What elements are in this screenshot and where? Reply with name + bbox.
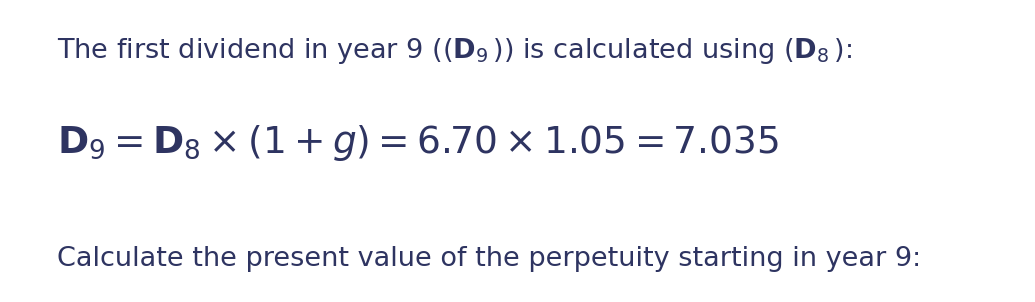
Text: Calculate the present value of the perpetuity starting in year 9:: Calculate the present value of the perpe… [57,246,921,272]
Text: The first dividend in year 9 $((\mathbf{D}_{9}\,))$ is calculated using $(\mathb: The first dividend in year 9 $((\mathbf{… [57,37,852,66]
Text: $\mathbf{D}_{9} = \mathbf{D}_{8} \times (1 + g) = 6.70 \times 1.05 = 7.035$: $\mathbf{D}_{9} = \mathbf{D}_{8} \times … [57,123,778,163]
